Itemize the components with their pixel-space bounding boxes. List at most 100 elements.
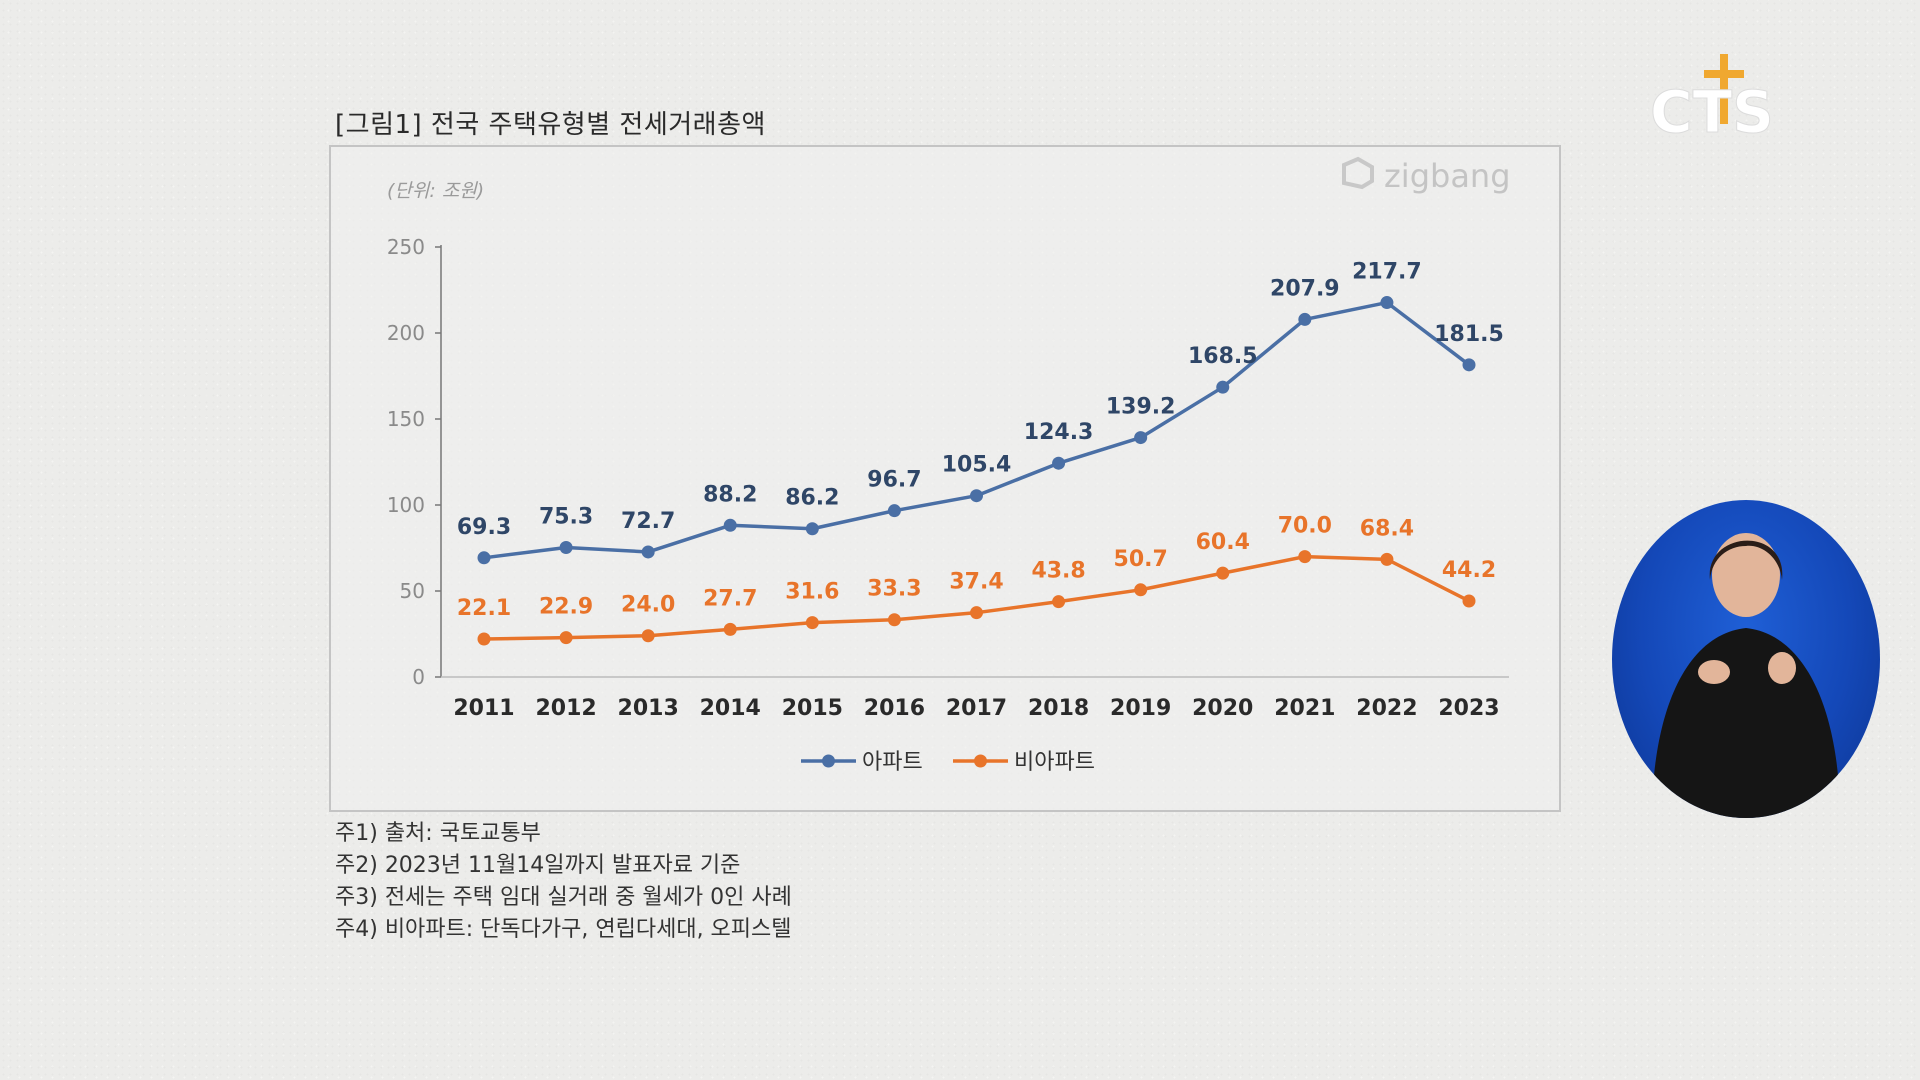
legend-label: 아파트	[862, 750, 923, 775]
data-label: 60.4	[1196, 530, 1250, 555]
data-point	[1216, 380, 1230, 394]
y-tick-label: 100	[387, 493, 425, 517]
data-point	[1052, 595, 1066, 609]
data-label: 139.2	[1106, 395, 1176, 420]
data-label: 207.9	[1270, 276, 1340, 301]
y-tick-label: 150	[387, 407, 425, 431]
interpreter-right-hand	[1768, 652, 1796, 684]
x-tick-label: 2012	[535, 696, 596, 721]
data-point	[641, 629, 655, 643]
series-non-apartment: 22.1 22.9 24.0 27.7 31.6 33.3 37.4 43.8 50.7 60.4…	[457, 514, 1496, 646]
data-label: 27.7	[703, 586, 757, 611]
data-label: 24.0	[621, 593, 675, 618]
data-point	[887, 613, 901, 627]
cross-bar-icon	[1704, 70, 1744, 78]
x-tick-label: 2015	[782, 696, 843, 721]
logo-text: CTS	[1650, 78, 1774, 142]
data-point	[723, 622, 737, 636]
data-label: 43.8	[1031, 559, 1085, 584]
data-label: 22.1	[457, 596, 511, 621]
watermark-text: zigbang	[1384, 157, 1511, 195]
data-label: 31.6	[785, 580, 839, 605]
interpreter-left-hand	[1698, 660, 1730, 684]
figure-title: [그림1] 전국 주택유형별 전세거래총액	[335, 110, 766, 140]
data-label: 44.2	[1442, 558, 1496, 583]
data-point	[970, 606, 983, 620]
data-point	[1462, 594, 1476, 608]
legend-swatch-dot	[822, 754, 835, 768]
y-tick-label: 50	[400, 579, 425, 603]
data-label: 124.3	[1024, 420, 1094, 445]
line-chart: (단위: 조원) zigbang 0 50 100 150 200 250 2011 2012…	[387, 156, 1511, 775]
interpreter-head	[1712, 533, 1780, 617]
legend-item: 아파트	[801, 750, 923, 775]
data-point	[1052, 456, 1066, 470]
watermark-logo: zigbang	[1342, 156, 1511, 195]
data-point	[805, 522, 819, 536]
sign-language-interpreter	[1612, 500, 1880, 818]
data-point	[1298, 550, 1312, 564]
series-apartment: 69.3 75.3 72.7 88.2 86.2 96.7 105.4 124.3 139.2 1…	[457, 260, 1504, 565]
x-tick-label: 2020	[1192, 696, 1253, 721]
data-point	[1380, 552, 1394, 566]
interpreter-hair	[1709, 540, 1783, 580]
data-point	[641, 545, 655, 559]
y-tick-label: 250	[387, 235, 425, 259]
data-label: 75.3	[539, 504, 593, 529]
footnote-1: 주1) 출처: 국토교통부	[335, 821, 541, 846]
data-label: 181.5	[1434, 322, 1504, 347]
unit-label: (단위: 조원)	[387, 180, 484, 202]
x-tick-label: 2011	[453, 696, 514, 721]
chart-legend: 아파트 비아파트	[801, 750, 1095, 775]
x-tick-label: 2019	[1110, 696, 1171, 721]
data-point	[1298, 312, 1312, 326]
data-label: 168.5	[1188, 344, 1258, 369]
data-label: 22.9	[539, 595, 593, 620]
x-tick-label: 2021	[1274, 696, 1335, 721]
chart-series: 69.3 75.3 72.7 88.2 86.2 96.7 105.4 124.3 139.2 1…	[457, 260, 1504, 646]
chart-frame: (단위: 조원) zigbang 0 50 100 150 200 250 2011 2012…	[329, 145, 1561, 812]
data-point	[1134, 583, 1148, 597]
y-tick-label: 200	[387, 321, 425, 345]
legend-item: 비아파트	[953, 750, 1095, 775]
data-point	[1462, 358, 1476, 372]
interpreter-body	[1652, 628, 1840, 818]
cross-icon	[1720, 54, 1728, 124]
x-tick-label: 2023	[1438, 696, 1499, 721]
data-label: 72.7	[621, 509, 675, 534]
data-point	[477, 632, 491, 646]
legend-label: 비아파트	[1014, 750, 1095, 775]
data-point	[559, 540, 573, 554]
data-label: 37.4	[949, 570, 1003, 595]
x-tick-label: 2014	[700, 696, 761, 721]
x-tick-label: 2016	[864, 696, 925, 721]
data-label: 50.7	[1114, 547, 1168, 572]
legend-swatch-dot	[974, 754, 987, 768]
x-tick-label: 2017	[946, 696, 1007, 721]
data-label: 69.3	[457, 515, 511, 540]
footnote-2: 주2) 2023년 11월14일까지 발표자료 기준	[335, 853, 741, 878]
data-label: 88.2	[703, 482, 757, 507]
x-tick-label: 2018	[1028, 696, 1089, 721]
data-point	[970, 489, 983, 503]
zigbang-logo-icon	[1342, 156, 1374, 190]
data-point	[887, 504, 901, 518]
data-label: 70.0	[1278, 514, 1332, 539]
data-point	[559, 631, 573, 645]
data-point	[1134, 431, 1148, 445]
data-label: 33.3	[867, 577, 921, 602]
data-point	[477, 551, 491, 565]
footnote-3: 주3) 전세는 주택 임대 실거래 중 월세가 0인 사례	[335, 885, 792, 910]
data-point	[723, 518, 737, 532]
cts-logo: CTS	[1650, 54, 1774, 142]
data-label: 96.7	[867, 468, 921, 493]
data-label: 86.2	[785, 486, 839, 511]
data-point	[1380, 296, 1394, 310]
data-label: 217.7	[1352, 260, 1422, 285]
data-label: 68.4	[1360, 516, 1414, 541]
footnotes: 주1) 출처: 국토교통부 주2) 2023년 11월14일까지 발표자료 기준…	[335, 818, 792, 946]
y-tick-label: 0	[412, 665, 425, 689]
data-point	[805, 616, 819, 630]
data-point	[1216, 566, 1230, 580]
data-label: 105.4	[942, 453, 1012, 478]
